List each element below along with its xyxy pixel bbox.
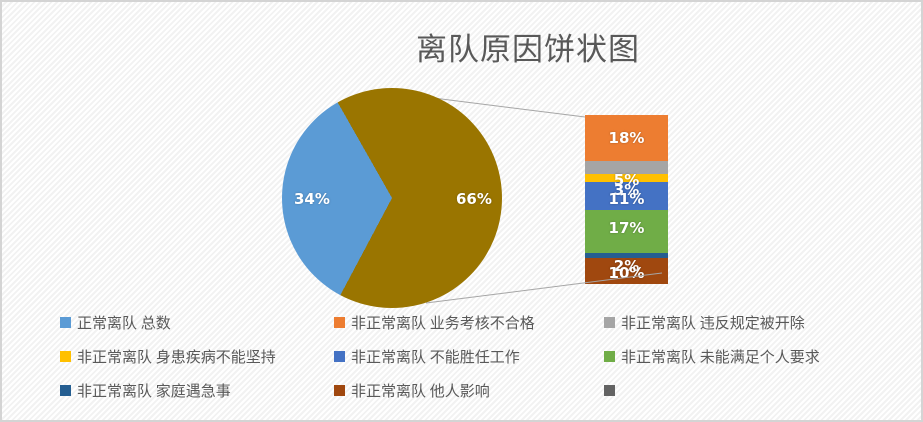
- legend-item-3[interactable]: 非正常离队 违反规定被开除: [604, 312, 906, 332]
- legend-swatch-icon: [334, 316, 345, 328]
- legend-swatch-icon: [604, 350, 615, 362]
- legend-item-9[interactable]: [604, 380, 906, 400]
- legend-swatch-icon: [334, 350, 345, 362]
- legend-item-label: 非正常离队 未能满足个人要求: [621, 349, 820, 366]
- legend-item-label: 非正常离队 他人影响: [351, 383, 490, 400]
- legend-swatch-icon: [604, 316, 615, 328]
- legend-swatch-icon: [604, 384, 615, 396]
- chart-title: 离队原因饼状图: [416, 32, 640, 67]
- legend-item-8[interactable]: 非正常离队 他人影响: [334, 380, 604, 400]
- legend-item-label: 非正常离队 不能胜任工作: [351, 349, 520, 366]
- legend-item-label: 非正常离队 身患疾病不能坚持: [77, 349, 276, 366]
- bar-segment-5[interactable]: [585, 209, 668, 254]
- bar-segment-3[interactable]: [585, 173, 668, 182]
- bar-segment-2[interactable]: [585, 161, 668, 174]
- legend-item-label: 非正常离队 业务考核不合格: [351, 315, 535, 332]
- legend-item-4[interactable]: 非正常离队 身患疾病不能坚持: [60, 346, 334, 366]
- legend-item-6[interactable]: 非正常离队 未能满足个人要求: [604, 346, 906, 366]
- legend-item-7[interactable]: 非正常离队 家庭遇急事: [60, 380, 334, 400]
- bar-segment-1[interactable]: [585, 115, 668, 162]
- legend-item-2[interactable]: 非正常离队 业务考核不合格: [334, 312, 604, 332]
- pie-chart[interactable]: 34% 66%: [282, 88, 502, 308]
- bar-segment-4[interactable]: [585, 181, 668, 210]
- legend-item-label: 非正常离队 违反规定被开除: [621, 315, 805, 332]
- legend: 正常离队 总数 非正常离队 业务考核不合格 非正常离队 违反规定被开除非正常离队 身…: [60, 312, 906, 400]
- legend-swatch-icon: [60, 350, 71, 362]
- pie-slice-label-other: 66%: [456, 190, 492, 208]
- legend-swatch-icon: [60, 384, 71, 396]
- legend-item-1[interactable]: 正常离队 总数: [60, 312, 334, 332]
- legend-item-5[interactable]: 非正常离队 不能胜任工作: [334, 346, 604, 366]
- bar-segment-7[interactable]: [585, 258, 668, 284]
- legend-swatch-icon: [334, 384, 345, 396]
- legend-swatch-icon: [60, 316, 71, 328]
- bar-segment-6[interactable]: [585, 253, 668, 259]
- legend-item-label: 正常离队 总数: [77, 315, 171, 332]
- pie-slice-label-normal: 34%: [294, 190, 330, 208]
- connector-line-bottom: [425, 272, 663, 304]
- legend-item-label: 非正常离队 家庭遇急事: [77, 383, 231, 400]
